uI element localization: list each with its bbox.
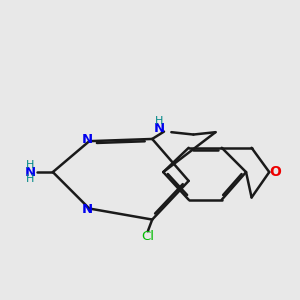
Text: H: H [26, 160, 34, 170]
Text: N: N [25, 166, 36, 178]
Text: Cl: Cl [141, 230, 154, 243]
Text: H: H [26, 174, 34, 184]
Text: H: H [155, 116, 163, 126]
Text: N: N [81, 203, 92, 217]
Text: O: O [269, 165, 281, 179]
Text: N: N [154, 122, 165, 135]
Text: N: N [81, 133, 92, 146]
